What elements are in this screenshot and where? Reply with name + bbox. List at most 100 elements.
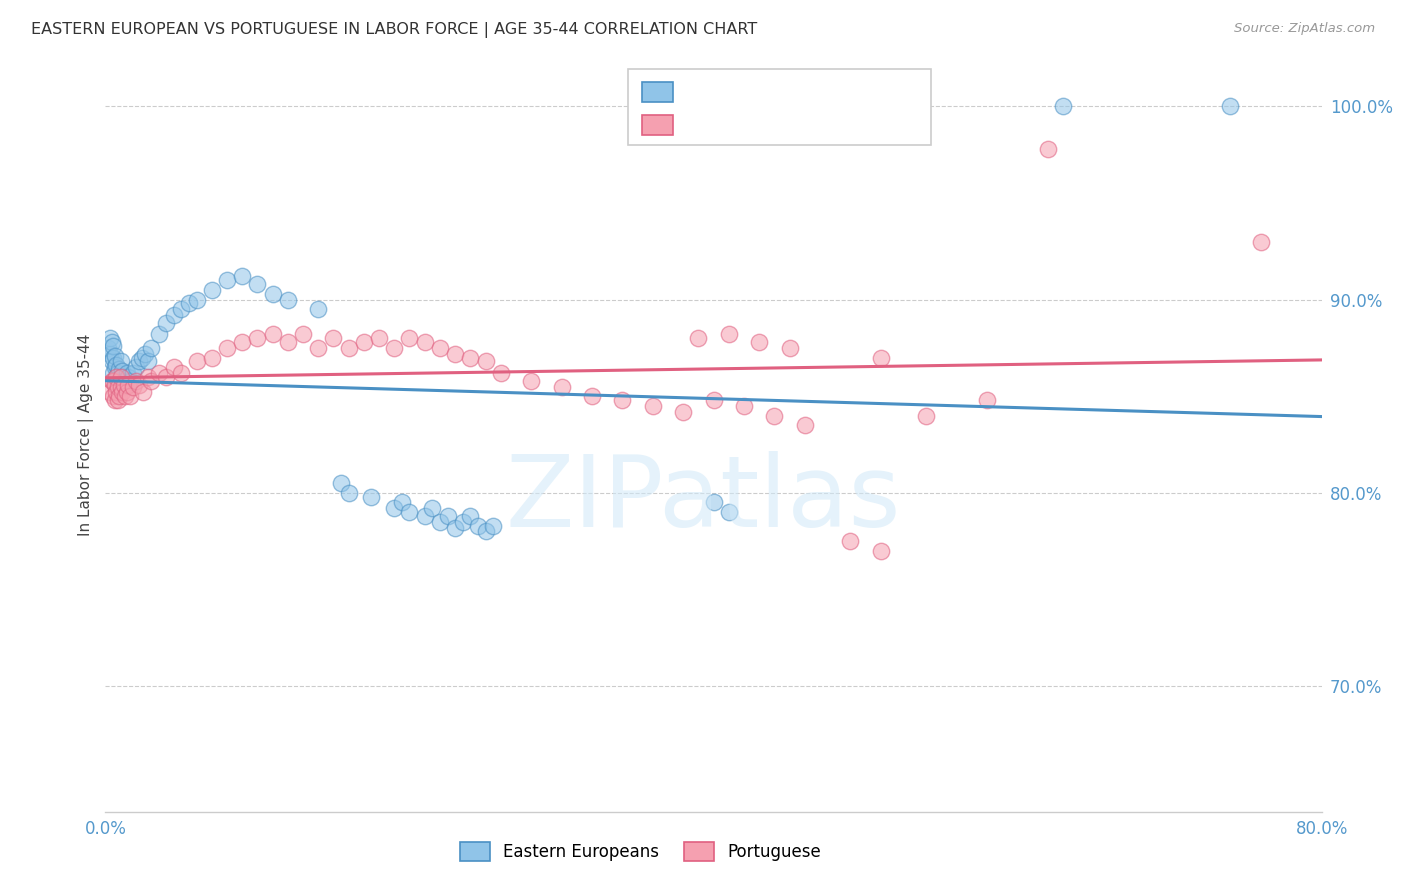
Point <box>246 277 269 291</box>
Point <box>337 485 360 500</box>
Point <box>717 327 740 342</box>
Point <box>107 377 129 392</box>
Point <box>474 354 496 368</box>
Point <box>177 296 200 310</box>
Point <box>115 385 138 400</box>
Point <box>277 334 299 349</box>
Point <box>413 508 436 523</box>
Point <box>103 392 125 407</box>
Point <box>444 346 467 360</box>
Point <box>413 334 436 349</box>
Point <box>360 490 382 504</box>
Point <box>134 346 156 360</box>
Point <box>114 377 136 392</box>
Point <box>170 302 193 317</box>
Point <box>231 334 253 349</box>
Point <box>105 369 128 384</box>
Point <box>382 501 405 516</box>
Point <box>118 389 141 403</box>
Point <box>429 515 451 529</box>
Point <box>201 283 224 297</box>
Point <box>748 334 770 349</box>
Point <box>170 366 193 380</box>
Point <box>114 389 136 403</box>
Point <box>869 351 891 365</box>
Point <box>869 543 891 558</box>
Point <box>262 327 284 342</box>
Point <box>201 351 224 365</box>
Point <box>717 505 740 519</box>
Point <box>322 331 344 345</box>
Point <box>112 377 135 392</box>
Point <box>217 273 239 287</box>
Point <box>121 379 143 393</box>
Point <box>115 366 138 380</box>
Point <box>368 331 391 345</box>
Point <box>163 308 186 322</box>
Point <box>398 331 420 345</box>
Point <box>353 334 375 349</box>
Point <box>550 379 572 393</box>
Point <box>641 399 664 413</box>
Point <box>117 369 139 384</box>
Point <box>110 369 132 384</box>
Point <box>100 374 122 388</box>
Point <box>139 341 162 355</box>
Text: R = 0.224   N = 71: R = 0.224 N = 71 <box>685 116 842 134</box>
Point <box>105 385 128 400</box>
Point <box>108 374 131 388</box>
Point <box>976 392 998 407</box>
Point <box>105 358 128 372</box>
Point <box>112 374 135 388</box>
Point <box>97 341 120 355</box>
Point <box>398 505 420 519</box>
Point <box>98 385 121 400</box>
Point <box>482 518 505 533</box>
Point <box>733 399 755 413</box>
Point <box>136 354 159 368</box>
Point <box>231 269 253 284</box>
Point <box>779 341 801 355</box>
Point <box>110 379 132 393</box>
Point <box>131 351 153 365</box>
Point <box>111 379 134 393</box>
Point <box>262 286 284 301</box>
Point <box>108 362 131 376</box>
Point <box>132 385 155 400</box>
Point <box>420 501 443 516</box>
Point <box>702 495 725 509</box>
Point <box>110 369 132 384</box>
Point <box>105 369 128 384</box>
Point <box>382 341 405 355</box>
Point <box>148 366 170 380</box>
Point <box>467 518 489 533</box>
Point <box>839 534 862 549</box>
Point <box>277 293 299 307</box>
Point <box>581 389 603 403</box>
Point <box>155 369 177 384</box>
Point <box>121 366 143 380</box>
Point <box>107 366 129 380</box>
Text: Source: ZipAtlas.com: Source: ZipAtlas.com <box>1234 22 1375 36</box>
Point <box>436 508 458 523</box>
Point <box>98 346 121 360</box>
Point <box>101 389 124 403</box>
Point <box>1219 99 1241 113</box>
Point <box>101 374 124 388</box>
Point <box>458 508 481 523</box>
Point <box>111 364 134 378</box>
Point <box>474 524 496 539</box>
Point <box>110 354 132 368</box>
Point <box>101 339 124 353</box>
Point <box>107 379 129 393</box>
Legend: Eastern Europeans, Portuguese: Eastern Europeans, Portuguese <box>453 835 828 867</box>
Point <box>489 366 512 380</box>
Point <box>429 341 451 355</box>
Point <box>103 349 125 363</box>
Point <box>100 354 122 368</box>
Point <box>292 327 315 342</box>
Text: ZIPatlas: ZIPatlas <box>505 451 901 548</box>
Point <box>103 360 125 375</box>
Point <box>163 360 186 375</box>
Point <box>155 316 177 330</box>
